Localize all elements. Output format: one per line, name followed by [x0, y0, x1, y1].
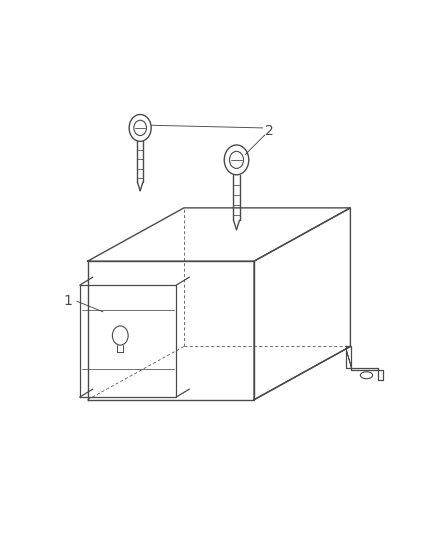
Text: 2: 2	[265, 124, 274, 138]
Text: 1: 1	[64, 294, 72, 308]
